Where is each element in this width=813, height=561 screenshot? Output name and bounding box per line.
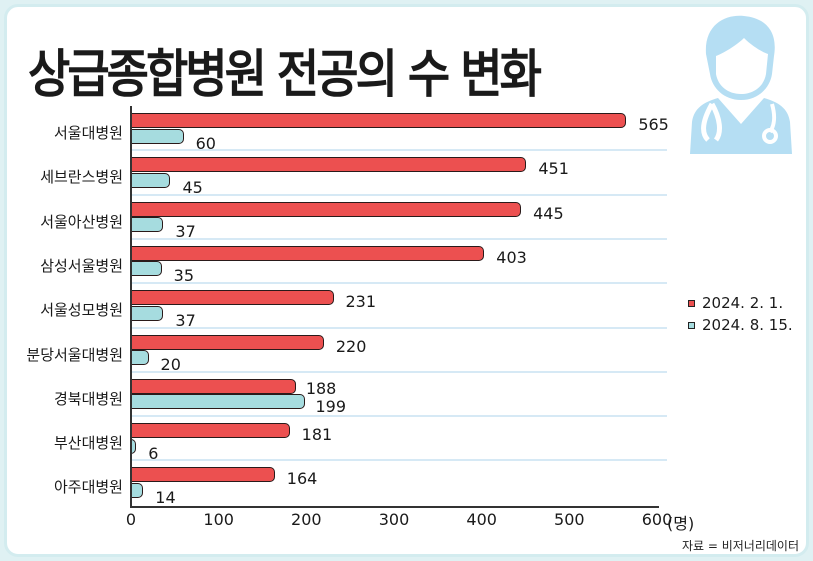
source-note: 자료 = 비저너리데이터 [681,539,799,553]
row-separator [131,237,667,240]
category-label: 서울아산병원 [40,212,123,231]
x-tick-label: 600 [641,510,673,529]
x-tick-label: 100 [203,510,234,529]
chart-title: 상급종합병원 전공의 수 변화 [28,44,542,105]
y-axis [130,106,132,507]
x-tick-label: 400 [466,510,497,529]
bar-aug [131,438,137,454]
value-label: 220 [335,336,367,356]
bar-feb [131,467,275,483]
row-separator [131,193,667,196]
bar-feb [131,378,296,394]
bar-aug [131,305,164,321]
x-axis-unit: (명) [667,514,695,533]
value-label: 164 [286,469,318,489]
bar-feb [131,157,527,173]
category-label: 부산대병원 [53,434,123,453]
x-tick-label: 0 [125,510,137,529]
chart-card [4,4,809,557]
category-label: 경북대병원 [53,389,123,408]
bar-feb [131,245,485,261]
row-separator [131,282,667,285]
category-label: 서울성모병원 [40,301,123,320]
bar-feb [131,290,334,306]
bar-aug [131,394,306,410]
row-separator [131,415,667,418]
bar-aug [131,350,149,365]
category-label: 분당서울대병원 [26,345,123,364]
legend-label: 2024. 8. 15. [702,316,793,334]
value-label: 403 [496,247,527,267]
legend-label: 2024. 2. 1. [702,294,784,312]
bar-feb [131,201,522,217]
value-label: 37 [175,310,196,330]
value-label: 199 [315,397,346,417]
legend-swatch-teal [688,321,695,329]
value-label: 451 [538,159,569,179]
value-label: 20 [160,355,181,374]
bar-feb [131,334,324,350]
value-label: 60 [195,133,216,153]
value-label: 14 [155,487,176,507]
value-label: 35 [173,266,195,286]
row-separator [131,149,667,152]
value-label: 45 [182,177,203,197]
bar-aug [131,217,164,233]
bar-aug [131,482,144,498]
category-label: 아주대병원 [53,478,123,497]
legend: 2024. 2. 1. 2024. 8. 15. [688,292,793,336]
bar-aug [131,128,184,144]
value-label: 231 [345,292,377,312]
value-label: 445 [533,203,564,223]
value-label: 565 [638,115,669,134]
category-label: 세브란스병원 [40,168,123,187]
legend-item-aug: 2024. 8. 15. [688,314,793,336]
bar-aug [131,172,171,188]
value-label: 6 [148,443,159,463]
legend-swatch-red [688,299,695,307]
plot-area: 565 60 451 45 445 37 403 35 231 37 220 20 188 199 181 6… [131,106,669,507]
x-tick-label: 500 [554,510,585,529]
value-label: 188 [305,378,337,398]
row-separator [131,326,667,329]
x-tick-label: 200 [291,510,322,529]
category-label: 서울대병원 [53,124,123,142]
row-separator [131,370,667,373]
row-separator [131,459,667,462]
value-label: 181 [301,425,333,445]
bar-feb [131,113,627,128]
category-label: 삼성서울병원 [40,256,123,275]
bar-aug [131,261,162,277]
value-label: 37 [175,222,196,242]
legend-item-feb: 2024. 2. 1. [688,292,793,314]
x-tick-label: 300 [378,510,410,529]
x-axis [130,506,659,508]
bar-feb [131,423,290,439]
doctor-with-stethoscope-icon [690,15,792,154]
